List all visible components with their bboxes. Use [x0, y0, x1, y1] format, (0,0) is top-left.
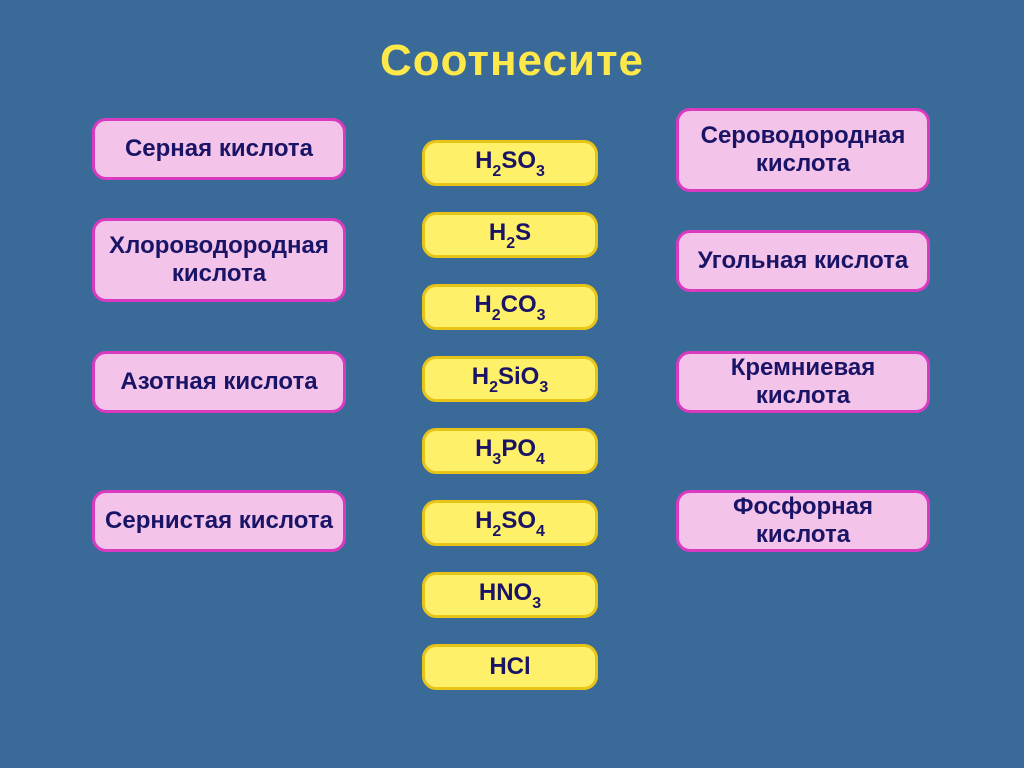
acid-label: Серная кислота — [125, 135, 313, 163]
right-acid-card-3[interactable]: Фосфорная кислота — [676, 490, 930, 552]
formula-label: H2CO3 — [474, 291, 545, 323]
formula-label: H2SO4 — [475, 507, 545, 539]
left-acid-card-1[interactable]: Хлороводородная кислота — [92, 218, 346, 302]
formula-card-2[interactable]: H2CO3 — [422, 284, 598, 330]
formula-card-4[interactable]: H3PO4 — [422, 428, 598, 474]
formula-card-7[interactable]: HCl — [422, 644, 598, 690]
formula-label: H2SO3 — [475, 147, 545, 179]
left-acid-card-2[interactable]: Азотная кислота — [92, 351, 346, 413]
formula-label: H2S — [489, 219, 531, 251]
formula-label: H2SiO3 — [472, 363, 549, 395]
formula-card-1[interactable]: H2S — [422, 212, 598, 258]
formula-label: H3PO4 — [475, 435, 545, 467]
left-acid-card-0[interactable]: Серная кислота — [92, 118, 346, 180]
right-acid-card-1[interactable]: Угольная кислота — [676, 230, 930, 292]
acid-label: Сернистая кислота — [105, 507, 333, 535]
formula-label: HNO3 — [479, 579, 541, 611]
right-acid-card-2[interactable]: Кремниевая кислота — [676, 351, 930, 413]
acid-label: Фосфорная кислота — [687, 493, 919, 548]
formula-card-5[interactable]: H2SO4 — [422, 500, 598, 546]
formula-card-6[interactable]: HNO3 — [422, 572, 598, 618]
formula-label: HCl — [489, 653, 530, 681]
acid-label: Угольная кислота — [698, 247, 908, 275]
formula-card-0[interactable]: H2SO3 — [422, 140, 598, 186]
left-acid-card-3[interactable]: Сернистая кислота — [92, 490, 346, 552]
right-acid-card-0[interactable]: Сероводородная кислота — [676, 108, 930, 192]
page-title: Соотнесите — [0, 36, 1024, 86]
acid-label: Азотная кислота — [120, 368, 317, 396]
formula-card-3[interactable]: H2SiO3 — [422, 356, 598, 402]
acid-label: Кремниевая кислота — [687, 354, 919, 409]
acid-label: Сероводородная кислота — [687, 122, 919, 177]
acid-label: Хлороводородная кислота — [103, 232, 335, 287]
